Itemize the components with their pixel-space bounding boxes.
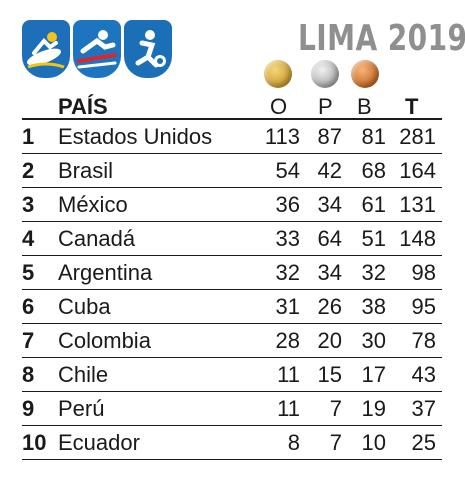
bronze-count: 61 bbox=[361, 192, 386, 217]
header: LIMA 2019 PAÍS O P B T bbox=[0, 0, 465, 120]
total-count: 78 bbox=[411, 328, 436, 353]
silver-count: 26 bbox=[317, 294, 342, 319]
silver-count: 87 bbox=[317, 124, 342, 149]
bronze-count: 30 bbox=[361, 328, 386, 353]
rank: 8 bbox=[22, 362, 35, 387]
gold-count: 11 bbox=[277, 396, 300, 421]
gold-count: 33 bbox=[275, 226, 300, 251]
gold-medal-icon bbox=[264, 60, 292, 88]
country-name: Estados Unidos bbox=[58, 124, 213, 149]
table-row: 6 Cuba 31 26 38 95 bbox=[22, 290, 442, 324]
rank: 10 bbox=[22, 430, 47, 455]
country-name: Ecuador bbox=[58, 430, 140, 455]
country-name: Brasil bbox=[58, 158, 114, 183]
silver-count: 15 bbox=[317, 362, 342, 387]
gold-count: 113 bbox=[264, 124, 300, 149]
rank: 6 bbox=[22, 294, 35, 319]
silver-count: 34 bbox=[317, 192, 342, 217]
gold-count: 11 bbox=[277, 362, 300, 387]
bronze-count: 17 bbox=[361, 362, 386, 387]
table-row: 8 Chile 11 15 17 43 bbox=[22, 358, 442, 392]
rank: 5 bbox=[22, 260, 35, 285]
bronze-count: 19 bbox=[361, 396, 386, 421]
gold-count: 54 bbox=[275, 158, 300, 183]
bronze-count: 10 bbox=[361, 430, 386, 455]
table-row: 4 Canadá 33 64 51 148 bbox=[22, 222, 442, 256]
rank: 7 bbox=[22, 328, 35, 353]
bronze-count: 32 bbox=[361, 260, 386, 285]
total-count: 95 bbox=[411, 294, 436, 319]
medal-icons bbox=[0, 60, 465, 90]
sport-icons bbox=[22, 20, 172, 78]
column-header-total: T bbox=[405, 94, 419, 119]
bronze-count: 38 bbox=[361, 294, 386, 319]
total-count: 98 bbox=[411, 260, 436, 285]
football-icon bbox=[124, 20, 172, 78]
silver-count: 64 bbox=[317, 226, 342, 251]
table-row: 2 Brasil 54 42 68 164 bbox=[22, 154, 442, 188]
table-row: 3 México 36 34 61 131 bbox=[22, 188, 442, 222]
table-row: 5 Argentina 32 34 32 98 bbox=[22, 256, 442, 290]
silver-medal-icon bbox=[311, 60, 339, 88]
country-name: México bbox=[58, 192, 128, 217]
table-row: 10 Ecuador 8 7 10 25 bbox=[22, 426, 442, 460]
silver-count: 20 bbox=[317, 328, 342, 353]
country-name: Colombia bbox=[58, 328, 151, 353]
cycling-icon bbox=[73, 20, 121, 78]
gold-count: 31 bbox=[275, 294, 300, 319]
surfing-icon bbox=[22, 20, 70, 78]
rank: 1 bbox=[22, 124, 35, 149]
silver-count: 34 bbox=[317, 260, 342, 285]
table-row: 7 Colombia 28 20 30 78 bbox=[22, 324, 442, 358]
column-header-silver: P bbox=[318, 94, 333, 119]
gold-count: 36 bbox=[275, 192, 300, 217]
total-count: 43 bbox=[411, 362, 436, 387]
bronze-medal-icon bbox=[351, 60, 379, 88]
bronze-count: 68 bbox=[361, 158, 386, 183]
rank: 3 bbox=[22, 192, 35, 217]
total-count: 164 bbox=[399, 158, 436, 183]
table-row: 9 Perú 11 7 19 37 bbox=[22, 392, 442, 426]
country-name: Perú bbox=[58, 396, 105, 421]
gold-count: 8 bbox=[287, 430, 300, 455]
total-count: 281 bbox=[399, 124, 436, 149]
medal-table: 1 Estados Unidos 113 87 81 281 2 Brasil … bbox=[22, 118, 442, 460]
rank: 4 bbox=[22, 226, 35, 251]
gold-count: 32 bbox=[275, 260, 300, 285]
country-name: Chile bbox=[58, 362, 109, 387]
column-header-country: PAÍS bbox=[58, 94, 108, 119]
column-header-bronze: B bbox=[357, 94, 372, 119]
event-title: LIMA 2019 bbox=[298, 18, 465, 59]
total-count: 25 bbox=[411, 430, 436, 455]
bronze-count: 51 bbox=[361, 226, 386, 251]
total-count: 131 bbox=[399, 192, 436, 217]
column-header-gold: O bbox=[270, 94, 288, 119]
bronze-count: 81 bbox=[361, 124, 386, 149]
rank: 9 bbox=[22, 396, 35, 421]
rank: 2 bbox=[22, 158, 35, 183]
table-row: 1 Estados Unidos 113 87 81 281 bbox=[22, 118, 442, 154]
total-count: 37 bbox=[411, 396, 436, 421]
silver-count: 7 bbox=[329, 396, 342, 421]
country-name: Argentina bbox=[58, 260, 153, 285]
silver-count: 42 bbox=[317, 158, 342, 183]
gold-count: 28 bbox=[275, 328, 300, 353]
total-count: 148 bbox=[399, 226, 436, 251]
country-name: Cuba bbox=[58, 294, 111, 319]
country-name: Canadá bbox=[58, 226, 136, 251]
silver-count: 7 bbox=[329, 430, 342, 455]
